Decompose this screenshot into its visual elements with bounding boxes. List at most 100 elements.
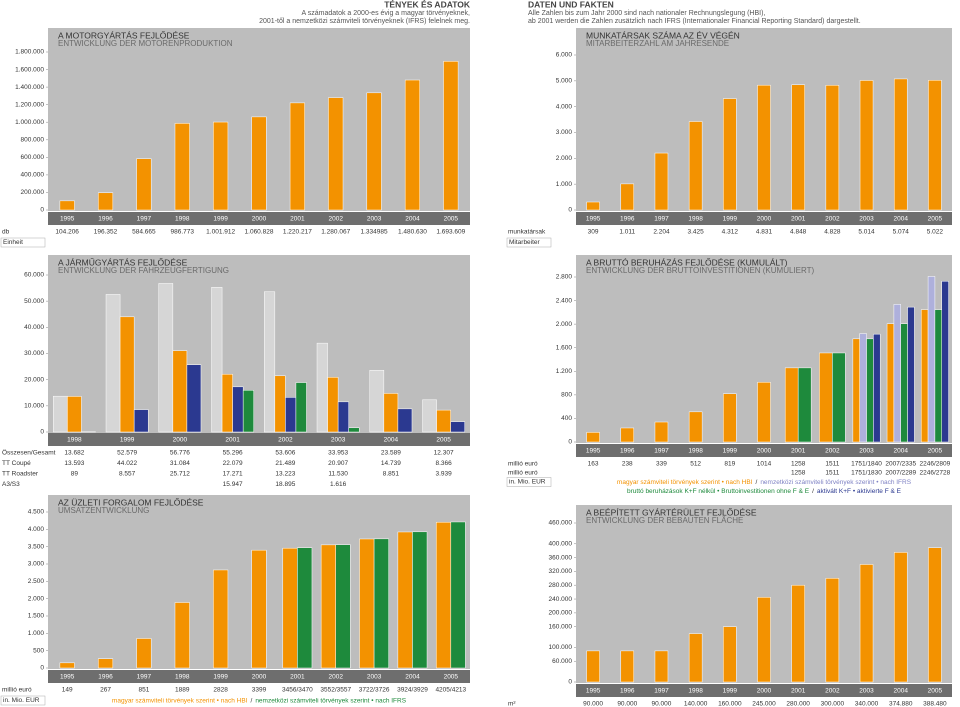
x-tick-label: 1998 <box>175 216 190 223</box>
x-tick-label: 2002 <box>825 216 840 223</box>
table-cell: 3456/3470 <box>282 687 313 694</box>
bar <box>213 569 229 669</box>
legend-entry: magyar számviteli törvények szerint • na… <box>112 697 248 704</box>
bar <box>285 397 297 433</box>
chart-subtitle: UMSATZENTWICKLUNG <box>58 506 149 515</box>
bar <box>404 79 420 211</box>
x-tick-label: 1998 <box>67 437 82 444</box>
bar <box>133 409 149 433</box>
bar <box>242 390 254 433</box>
x-tick-label: 1997 <box>137 674 152 681</box>
data-label: 8.557 <box>119 471 136 478</box>
bar <box>251 549 267 669</box>
data-label: 17.271 <box>223 471 243 478</box>
data-label: 90.000 <box>583 701 603 707</box>
bar <box>328 97 344 211</box>
data-label: 584.665 <box>132 229 156 236</box>
y-tick-label: 10.000 <box>24 403 44 410</box>
y-tick-label: 2.000 <box>556 155 573 162</box>
bar <box>654 421 669 443</box>
legend-entry: aktivált K+F • aktivierte F & E <box>817 488 902 495</box>
y-tick-label: 2.000 <box>28 595 45 602</box>
header-title: TÉNYEK ÉS ADATOK <box>384 0 471 9</box>
x-tick-label: 2004 <box>893 688 908 695</box>
y-tick-label: 240.000 <box>549 596 573 603</box>
bar <box>620 650 635 683</box>
x-tick-label: 2001 <box>225 437 240 444</box>
bar <box>264 291 276 433</box>
table-cell: 851 <box>138 687 149 694</box>
table-cell: 2007/2335 <box>885 461 916 468</box>
y-tick-label: 50.000 <box>24 298 44 305</box>
y-tick-label: 800.000 <box>21 136 45 143</box>
x-tick-label: 2000 <box>252 216 267 223</box>
chart-subtitle: ENTWICKLUNG DER FAHRZEUGFERTIGUNG <box>58 266 229 275</box>
table-cell: 3924/3929 <box>397 687 428 694</box>
x-tick-label: 1999 <box>213 216 228 223</box>
bar <box>873 333 881 443</box>
bar <box>436 409 451 433</box>
data-label: 388.480 <box>923 701 947 707</box>
header-text: Alle Zahlen bis zum Jahr 2000 sind nach … <box>528 10 765 17</box>
y-tick-label: 2.400 <box>556 297 573 304</box>
table-cell: 2246/2809 <box>920 461 951 468</box>
bar <box>757 84 771 211</box>
x-tick-label: 1999 <box>723 216 738 223</box>
table-cell: 3552/3557 <box>320 687 351 694</box>
x-tick-label: 1996 <box>620 216 635 223</box>
x-tick-label: 2001 <box>791 448 806 455</box>
data-label: 12.307 <box>434 450 454 457</box>
chart-subtitle: ENTWICKLUNG DER BEBAUTEN FLÄCHE <box>586 516 743 525</box>
y-tick-label: 320.000 <box>549 568 573 575</box>
header-text: ab 2001 werden die Zahlen zusätzlich nac… <box>528 18 861 25</box>
data-label: 140.000 <box>684 701 708 707</box>
unit-label: in. Mio. EUR <box>509 479 546 486</box>
data-label: 8.851 <box>383 471 400 478</box>
data-label: 5.074 <box>893 229 910 236</box>
x-tick-label: 2003 <box>367 674 382 681</box>
bar <box>688 411 703 443</box>
bar <box>586 201 600 211</box>
table-cell: 149 <box>62 687 73 694</box>
table-cell: 3722/3726 <box>359 687 390 694</box>
year-band <box>48 212 470 225</box>
table-cell: 238 <box>622 461 633 468</box>
x-tick-label: 2002 <box>825 688 840 695</box>
chart-subtitle: ENTWICKLUNG DER BRUTTOINVESTITIONEN (KUM… <box>586 266 815 275</box>
bar <box>158 283 174 433</box>
data-label: 4.828 <box>824 229 841 236</box>
row-label: millió euró <box>2 687 32 694</box>
bar <box>369 370 385 433</box>
bar <box>934 309 942 443</box>
y-tick-label: 200.000 <box>21 189 45 196</box>
y-tick-label: 4.000 <box>556 103 573 110</box>
x-tick-label: 1997 <box>137 216 152 223</box>
bar <box>859 564 874 683</box>
data-label: 309 <box>588 229 599 236</box>
x-tick-label: 2004 <box>405 674 420 681</box>
data-label: 160.000 <box>718 701 742 707</box>
unit-box <box>506 477 552 487</box>
bar <box>893 78 908 211</box>
bar <box>893 552 908 683</box>
chart-title: A BRUTTÓ BERUHÁZÁS FEJLŐDÉSE (KUMULÁLT) <box>586 257 788 267</box>
y-tick-label: 6.000 <box>556 52 573 59</box>
y-tick-label: 5.000 <box>556 78 573 85</box>
bar <box>688 121 703 211</box>
x-tick-label: 1996 <box>620 448 635 455</box>
x-tick-label: 1995 <box>586 448 601 455</box>
x-tick-label: 2003 <box>859 216 874 223</box>
y-tick-label: 500 <box>33 647 44 654</box>
y-tick-label: 3.500 <box>28 543 45 550</box>
row-label: millió euró <box>508 470 538 477</box>
y-tick-label: 3.000 <box>28 561 45 568</box>
bar <box>136 158 152 211</box>
bar <box>295 382 307 433</box>
bar <box>251 116 267 211</box>
x-tick-label: 1998 <box>688 688 703 695</box>
data-label: 23.589 <box>381 450 401 457</box>
bar <box>852 338 860 443</box>
bar <box>784 367 799 443</box>
data-label: 300.000 <box>821 701 845 707</box>
table-cell: 1258 <box>791 470 806 477</box>
